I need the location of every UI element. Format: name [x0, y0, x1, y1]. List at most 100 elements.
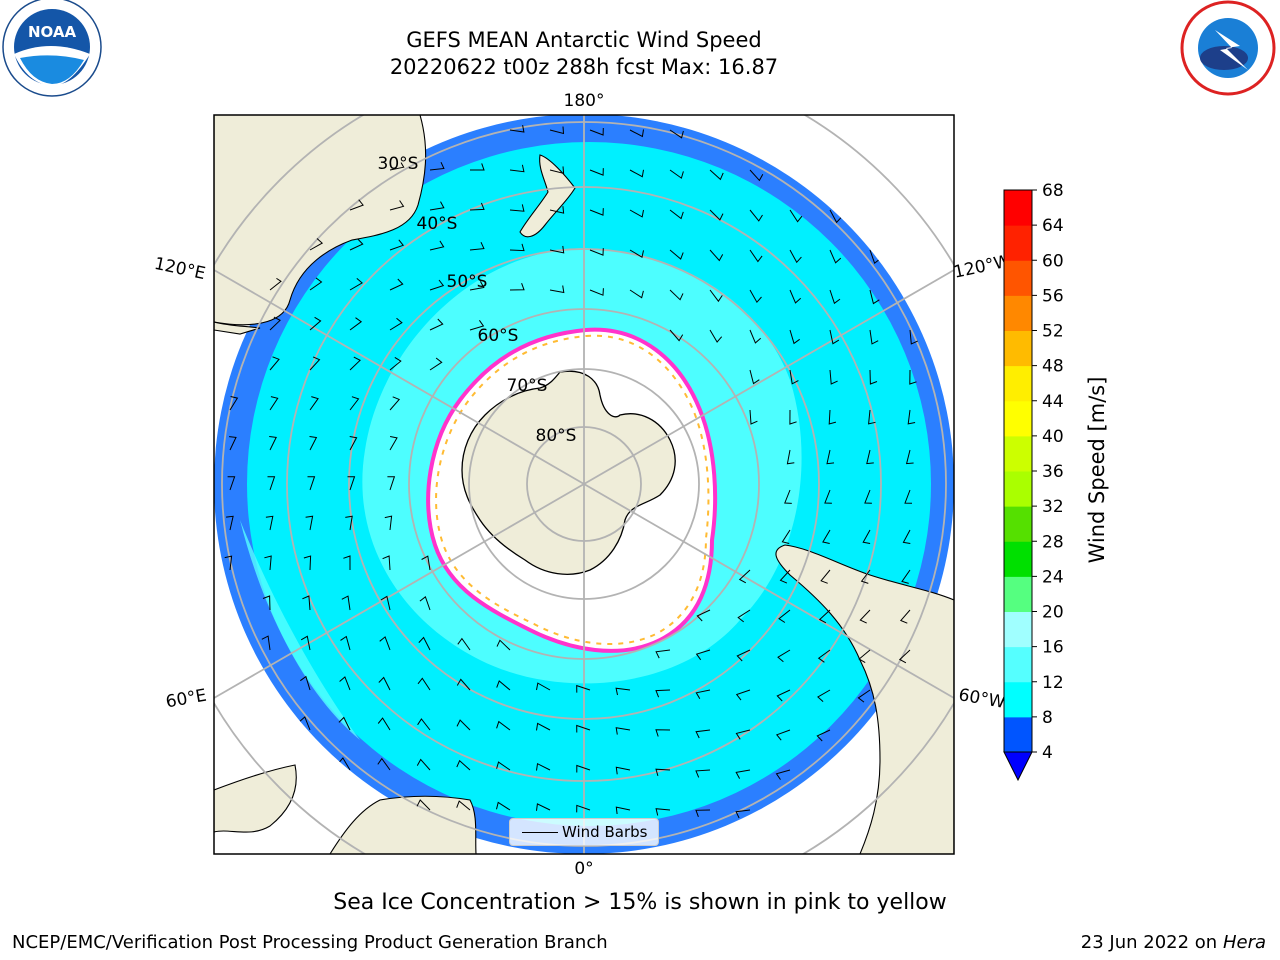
- wind-barb: [669, 289, 684, 301]
- wind-barb: [496, 680, 511, 691]
- colorbar-bin: [1004, 190, 1032, 226]
- wind-barb: [709, 209, 724, 221]
- wind-barb: [265, 515, 274, 531]
- wind-barb: [709, 329, 723, 343]
- wind-barb: [389, 436, 398, 451]
- wind-barb: [509, 125, 525, 133]
- wind-barb: [902, 529, 911, 544]
- footer-machine: Hera: [1222, 932, 1266, 953]
- wind-barb: [738, 569, 751, 584]
- wind-barb: [589, 288, 604, 296]
- wind-barb: [749, 329, 762, 344]
- wind-barb: [655, 689, 671, 698]
- wind-barb: [536, 762, 551, 771]
- wind-barb: [456, 759, 471, 771]
- wind-barb: [576, 724, 591, 733]
- colorbar-tick-label: 20: [1042, 603, 1064, 623]
- wind-barb: [349, 317, 363, 331]
- colorbar-tick-label: 16: [1042, 638, 1064, 658]
- wind-barb: [300, 675, 311, 691]
- wind-barb: [669, 209, 684, 220]
- wind-barb: [224, 555, 233, 571]
- colorbar-bin: [1004, 400, 1032, 437]
- wind-barb: [905, 449, 914, 465]
- wind-barb: [343, 555, 351, 570]
- wind-barb: [909, 329, 918, 345]
- wind-barb: [417, 718, 431, 731]
- colorbar-bin: [1004, 541, 1032, 577]
- wind-barb: [309, 316, 322, 331]
- wind-barb: [775, 769, 791, 780]
- wind-barb: [829, 369, 838, 385]
- wind-barb: [416, 799, 431, 811]
- wind-barb: [749, 409, 758, 425]
- legend-label: Wind Barbs: [562, 823, 648, 841]
- chart-title: GEFS MEAN Antarctic Wind Speed: [406, 28, 762, 52]
- wind-barb: [735, 809, 751, 819]
- colorbar-tick-label: 28: [1042, 532, 1064, 552]
- wind-barb: [419, 595, 431, 611]
- colorbar-tick-label: 60: [1042, 251, 1064, 271]
- wind-barb: [709, 249, 724, 262]
- wind-barb: [695, 769, 711, 778]
- map-frame: [213, 114, 955, 855]
- wind-barb: [859, 609, 871, 624]
- wind-barb: [456, 678, 471, 691]
- wind-barb: [377, 757, 391, 771]
- wind-barb: [737, 609, 751, 623]
- colorbar-tick-label: 32: [1042, 497, 1064, 517]
- wind-barb: [857, 689, 871, 703]
- wind-barb: [337, 757, 351, 771]
- wind-barb: [496, 639, 511, 651]
- wind-barb: [817, 689, 831, 702]
- wind-barb: [338, 716, 351, 731]
- wind-barb: [496, 761, 511, 771]
- wind-barb: [457, 637, 471, 651]
- wind-barb: [345, 515, 353, 531]
- wind-barb: [655, 649, 671, 659]
- wind-barb: [389, 317, 403, 331]
- wind-barb: [824, 489, 832, 504]
- lon-label-left-lower: 60°E: [164, 686, 208, 713]
- wind-barb: [300, 635, 311, 651]
- wind-barb: [629, 209, 644, 218]
- wind-barb: [229, 436, 237, 451]
- wind-barb: [307, 476, 316, 491]
- wind-barb: [378, 676, 391, 691]
- wind-barb: [302, 595, 311, 611]
- wind-barb: [229, 396, 239, 411]
- wind-barb: [749, 209, 763, 222]
- land-masses: [214, 115, 954, 854]
- wind-barbs-legend: Wind Barbs: [509, 818, 659, 846]
- noaa-logo: NOAA: [2, 0, 102, 97]
- lat-label-40s: 40°S: [417, 214, 458, 234]
- colorbar-bin: [1004, 471, 1032, 507]
- colorbar-label: Wind Speed [m/s]: [1085, 376, 1109, 564]
- colorbar-tick-label: 44: [1042, 392, 1064, 412]
- wind-barb: [339, 676, 351, 691]
- wind-barb: [469, 241, 485, 251]
- wind-barb: [469, 281, 485, 291]
- wind-barb: [789, 329, 800, 345]
- wind-barb: [826, 449, 835, 465]
- wind-barb: [829, 289, 841, 305]
- wind-barb: [576, 804, 591, 813]
- wind-barb: [749, 169, 764, 182]
- wind-barb: [749, 249, 763, 263]
- wind-barb: [655, 808, 671, 816]
- wind-barb: [615, 806, 631, 815]
- colorbar-bin: [1004, 611, 1032, 648]
- wind-barb: [669, 249, 684, 260]
- wind-barb: [549, 126, 565, 135]
- wind-barb: [389, 356, 402, 371]
- wind-barb: [695, 689, 711, 700]
- wind-barb: [779, 569, 791, 584]
- wind-barb: [589, 208, 604, 216]
- wind-barb: [379, 636, 391, 651]
- wind-barb: [418, 636, 431, 651]
- colorbar-tick-label: 56: [1042, 286, 1064, 306]
- wind-barb: [898, 649, 911, 664]
- wind-barb: [735, 689, 751, 701]
